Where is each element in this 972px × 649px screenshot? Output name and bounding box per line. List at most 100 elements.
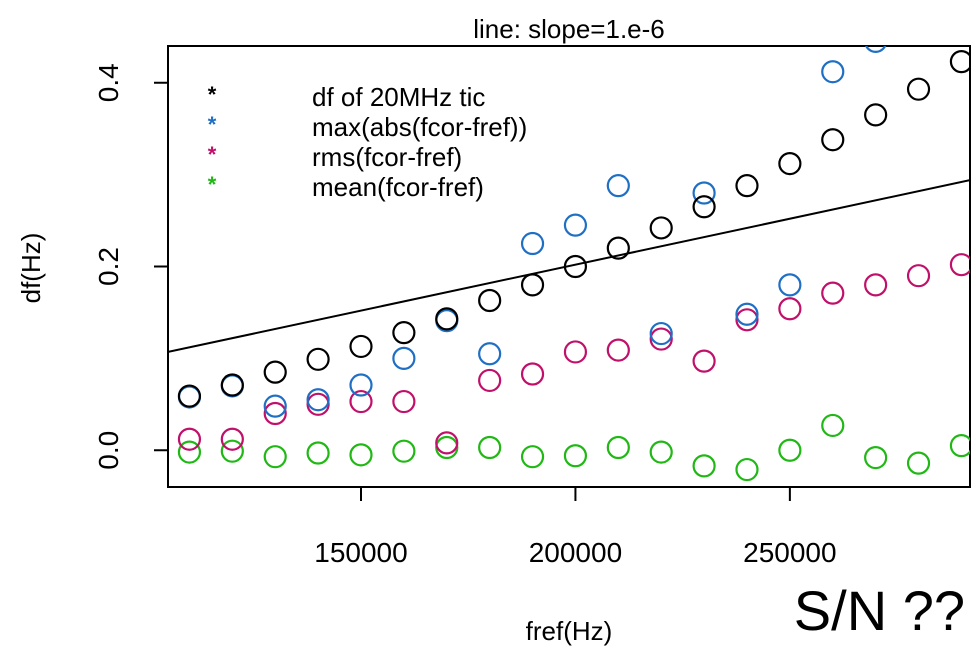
data-point: [692, 195, 716, 219]
data-point: [306, 392, 330, 416]
data-point: [392, 439, 416, 463]
data-point: [949, 253, 970, 277]
x-tick-label: 200000: [529, 537, 622, 568]
data-point: [778, 273, 802, 297]
x-tick-label: 150000: [314, 537, 407, 568]
data-point: [392, 346, 416, 370]
legend-marker: *: [208, 172, 217, 197]
data-point: [906, 77, 931, 101]
data-point: [478, 435, 502, 460]
y-tick-label: 0.2: [93, 247, 124, 286]
legend: * df of 20MHz tic * max(abs(fcor-fref)) * rms…: [208, 82, 528, 202]
data-point: [263, 445, 287, 469]
data-point: [478, 368, 502, 393]
data-point: [177, 427, 202, 451]
data-point: [735, 302, 759, 326]
data-point: [263, 360, 287, 384]
y-tick-label: 0.4: [93, 63, 124, 102]
data-point: [906, 264, 931, 288]
data-point: [520, 362, 545, 386]
data-point: [263, 401, 287, 426]
data-point: [392, 389, 416, 414]
data-point: [606, 174, 630, 198]
legend-label: mean(fcor-fref): [312, 172, 484, 202]
data-point: [821, 413, 845, 438]
data-point: [349, 373, 373, 397]
data-point: [306, 347, 330, 371]
legend-marker: *: [208, 142, 217, 167]
data-point: [306, 388, 330, 412]
data-point: [864, 46, 887, 54]
data-point: [692, 181, 716, 205]
reference-line: [168, 179, 970, 353]
legend-label: df of 20MHz tic: [312, 82, 485, 112]
data-point: [949, 50, 970, 74]
data-point: [563, 340, 588, 364]
series-2: [177, 253, 970, 455]
data-point: [478, 342, 502, 366]
data-point: [692, 349, 716, 373]
data-point: [220, 373, 244, 397]
x-axis: 150000 200000 250000: [314, 487, 837, 568]
data-point: [220, 427, 244, 451]
legend-marker: *: [208, 82, 217, 107]
data-point: [778, 152, 802, 176]
data-point: [821, 60, 845, 84]
data-point: [435, 431, 459, 455]
data-point: [435, 307, 459, 331]
data-point: [864, 273, 888, 297]
data-point: [692, 454, 716, 478]
data-point: [563, 254, 588, 279]
chart-title: line: slope=1.e-6: [473, 14, 665, 44]
data-point: [906, 451, 931, 475]
data-point: [735, 457, 759, 482]
data-point: [263, 394, 287, 418]
data-point: [864, 103, 888, 127]
data-point: [220, 439, 244, 463]
y-axis: 0.0 0.2 0.4: [93, 63, 168, 470]
series-3: [177, 413, 970, 482]
data-point: [306, 441, 330, 465]
data-point: [606, 236, 630, 260]
data-point: [520, 231, 545, 256]
data-point: [649, 321, 673, 346]
data-point: [520, 445, 545, 469]
data-point: [649, 327, 673, 351]
data-point: [606, 338, 630, 362]
x-tick-label: 250000: [743, 537, 836, 568]
data-point: [821, 128, 845, 152]
y-tick-label: 0.0: [93, 431, 124, 470]
series-0: [177, 50, 970, 408]
data-point: [392, 321, 416, 345]
data-point: [478, 288, 502, 313]
legend-label: max(abs(fcor-fref)): [312, 112, 527, 142]
data-point: [563, 444, 588, 468]
data-point: [735, 174, 759, 198]
data-point: [649, 216, 673, 240]
data-point: [864, 446, 888, 470]
x-axis-label: fref(Hz): [526, 616, 613, 646]
data-point: [349, 389, 373, 414]
data-point: [563, 213, 588, 237]
data-point: [177, 440, 202, 464]
legend-marker: *: [208, 112, 217, 137]
y-axis-label: df(Hz): [16, 233, 46, 304]
data-point: [606, 435, 630, 460]
data-point: [735, 308, 759, 332]
data-point: [349, 443, 373, 467]
legend-label: rms(fcor-fref): [312, 142, 462, 172]
data-point: [349, 334, 373, 359]
data-point: [177, 384, 202, 408]
fit-lines: [168, 179, 970, 353]
data-point: [778, 438, 802, 462]
series-1: [177, 46, 887, 418]
data-point: [778, 297, 802, 321]
data-point: [520, 273, 545, 297]
annotation-sn: S/N ??: [794, 579, 965, 642]
data-point: [435, 309, 459, 333]
data-point: [649, 440, 673, 464]
data-points: [177, 46, 970, 482]
data-point: [949, 434, 970, 458]
data-point: [821, 281, 845, 305]
